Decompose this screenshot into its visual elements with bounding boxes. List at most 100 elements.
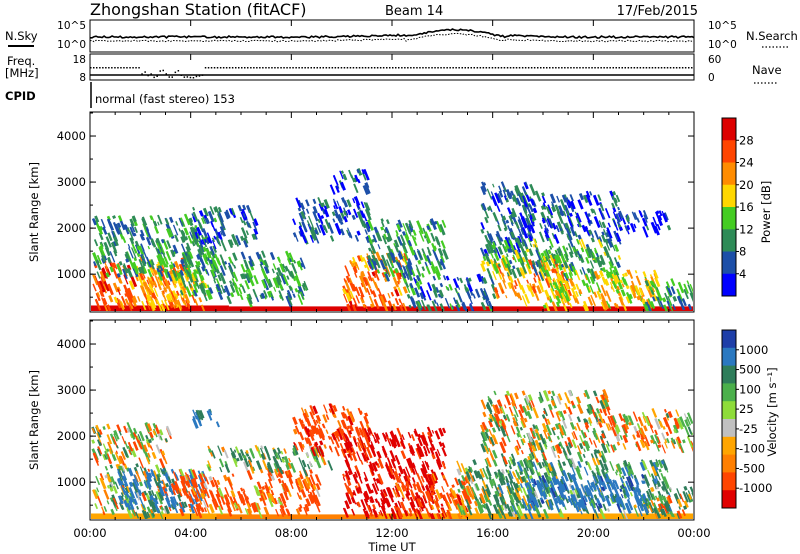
velocity-cell bbox=[473, 470, 480, 479]
velocity-cell bbox=[557, 454, 561, 459]
velocity-region-2 bbox=[379, 513, 693, 519]
power-cell bbox=[437, 247, 444, 257]
velocity-cell bbox=[197, 502, 203, 510]
velocity-cell bbox=[499, 496, 505, 506]
velocity-cell bbox=[356, 451, 362, 462]
velocity-colorbar-tick-label: 25 bbox=[739, 402, 754, 416]
velocity-cell bbox=[586, 403, 594, 415]
velocity-cell bbox=[283, 448, 287, 454]
power-cell bbox=[402, 223, 407, 232]
velocity-cell bbox=[436, 512, 442, 519]
power-cell bbox=[664, 292, 669, 301]
velocity-cell bbox=[165, 497, 172, 509]
velocity-cell bbox=[407, 431, 412, 439]
power-cell bbox=[126, 264, 132, 271]
velocity-cell bbox=[583, 448, 586, 453]
power-cell bbox=[96, 292, 101, 298]
velocity-cell bbox=[152, 430, 157, 436]
velocity-cell bbox=[570, 421, 576, 430]
nave-point bbox=[527, 67, 530, 69]
power-cell bbox=[372, 260, 377, 266]
velocity-colorbar-segment bbox=[722, 436, 736, 456]
velocity-cell bbox=[664, 438, 668, 444]
power-cell bbox=[415, 264, 422, 276]
power-cell bbox=[508, 239, 515, 251]
power-cell bbox=[224, 285, 231, 297]
power-cell bbox=[436, 260, 443, 271]
velocity-cell bbox=[341, 419, 348, 430]
power-cell bbox=[363, 201, 368, 210]
power-cell bbox=[127, 243, 131, 249]
velocity-cell bbox=[520, 438, 525, 446]
power-cell bbox=[567, 289, 573, 297]
nave-point bbox=[346, 67, 349, 69]
x-tick-label: 12:00 bbox=[375, 526, 408, 540]
velocity-cell bbox=[558, 508, 565, 519]
freq-label-line2: [MHz] bbox=[5, 66, 39, 80]
power-cell bbox=[128, 230, 135, 241]
power-cell bbox=[487, 233, 493, 244]
velocity-cell bbox=[650, 486, 655, 493]
power-cell bbox=[625, 217, 630, 222]
power-cell bbox=[275, 276, 282, 286]
velocity-cell bbox=[480, 424, 485, 433]
power-cell bbox=[625, 291, 633, 304]
power-cell bbox=[207, 210, 215, 223]
power-cell bbox=[585, 273, 591, 284]
power-cell bbox=[526, 204, 532, 216]
velocity-region-17 bbox=[644, 485, 693, 519]
velocity-cell bbox=[426, 490, 433, 503]
power-cell bbox=[425, 266, 431, 275]
velocity-cell bbox=[551, 427, 556, 436]
power-cell bbox=[403, 266, 409, 277]
power-cell bbox=[224, 211, 230, 220]
power-cell bbox=[430, 232, 436, 242]
velocity-cell bbox=[102, 443, 108, 454]
power-cell bbox=[187, 251, 194, 260]
power-ytick-label: 3000 bbox=[57, 175, 86, 189]
nave-point bbox=[669, 67, 672, 69]
velocity-cell bbox=[575, 467, 582, 479]
velocity-cell bbox=[657, 459, 664, 469]
power-cell bbox=[167, 285, 172, 293]
power-cell bbox=[342, 209, 348, 216]
power-cell bbox=[415, 300, 422, 311]
power-cell bbox=[427, 304, 433, 311]
power-cell bbox=[502, 189, 507, 198]
power-cell bbox=[99, 245, 106, 257]
power-cell bbox=[156, 269, 164, 281]
velocity-cell bbox=[419, 479, 424, 487]
power-cell bbox=[576, 250, 582, 259]
velocity-cell bbox=[406, 510, 410, 515]
power-cell bbox=[434, 265, 442, 277]
power-cell bbox=[578, 192, 585, 201]
nave-point bbox=[603, 67, 605, 69]
velocity-cell bbox=[388, 492, 395, 503]
power-cell bbox=[506, 247, 512, 254]
velocity-cell bbox=[684, 419, 690, 427]
velocity-cell bbox=[126, 427, 131, 433]
velocity-cell bbox=[286, 470, 290, 475]
velocity-cell bbox=[547, 435, 552, 442]
velocity-cell bbox=[96, 495, 103, 506]
nave-point bbox=[666, 67, 669, 69]
power-cell bbox=[302, 282, 306, 288]
power-cell bbox=[172, 244, 179, 254]
velocity-cell bbox=[417, 509, 424, 519]
power-cell bbox=[547, 218, 555, 229]
velocity-cell bbox=[461, 509, 466, 516]
velocity-cell bbox=[658, 420, 664, 428]
velocity-cell bbox=[585, 425, 589, 430]
velocity-cell bbox=[349, 412, 355, 423]
velocity-cell bbox=[643, 425, 648, 432]
power-cell bbox=[399, 272, 403, 277]
velocity-cell bbox=[510, 412, 514, 417]
power-cell bbox=[589, 191, 593, 196]
velocity-cell bbox=[494, 493, 500, 503]
velocity-cell bbox=[242, 488, 246, 493]
power-cell bbox=[333, 200, 339, 210]
power-cell bbox=[136, 252, 141, 258]
velocity-cell bbox=[390, 430, 397, 443]
nave-point bbox=[379, 67, 382, 69]
velocity-cell bbox=[619, 485, 624, 490]
